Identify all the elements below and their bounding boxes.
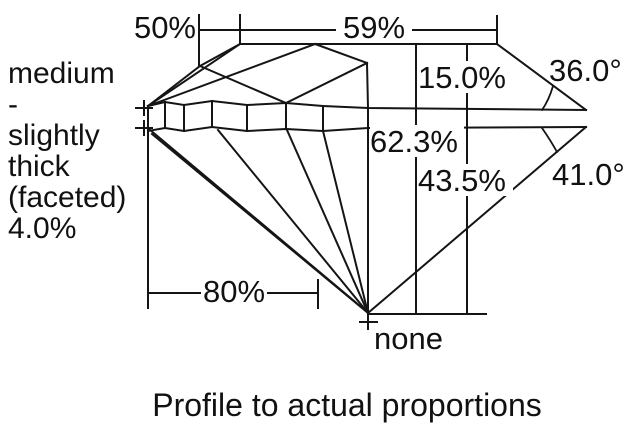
girdle-description-line: - (8, 88, 18, 121)
total-depth-label: 62.3% (370, 125, 464, 157)
pavilion-angle-arc (540, 126, 559, 154)
girdle-description-line: medium (8, 57, 115, 90)
girdle-description: medium - slightly thick (faceted) 4.0% (8, 58, 153, 244)
pavilion-depth-label: 43.5% (418, 164, 513, 196)
pavilion-angle-label: 41.0° (552, 157, 625, 192)
pavilion-facets (147, 125, 588, 315)
culet-cross-tick (359, 314, 378, 330)
girdle-description-line: slightly (8, 119, 100, 152)
diagram-caption: Profile to actual proportions (152, 387, 542, 423)
crown-facets (146, 42, 370, 110)
girdle-band (146, 99, 588, 133)
lower-girdle-length-label: 80% (201, 274, 267, 309)
star-length-label: 50% (133, 10, 196, 45)
girdle-description-line: thick (8, 150, 70, 183)
crown-angle-label: 36.0° (549, 53, 622, 88)
girdle-description-line: (faceted) (8, 181, 127, 214)
crown-angle-arc (540, 84, 555, 112)
table-width-label: 59% (336, 12, 412, 43)
girdle-thickness-value: 4.0% (8, 212, 77, 245)
culet-size-label: none (374, 321, 443, 356)
crown-height-label: 15.0% (418, 61, 512, 93)
